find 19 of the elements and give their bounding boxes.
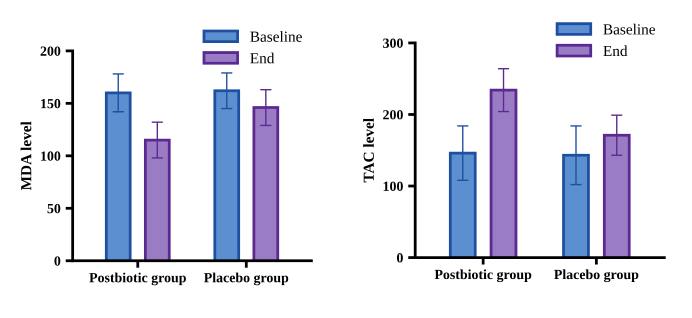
y-tick-label: 100 [41, 151, 60, 161]
x-tick-label: Postbiotic group [89, 272, 186, 286]
y-axis-title: MDA level [20, 122, 32, 190]
y-tick-label: 50 [48, 204, 60, 214]
y-tick-label: 100 [384, 182, 403, 191]
y-tick-label: 200 [383, 110, 403, 120]
y-tick-label: 0 [396, 253, 403, 263]
legend-label: End [603, 45, 628, 56]
y-tick-label: 150 [41, 98, 60, 108]
legend-label: End [250, 52, 274, 64]
y-tick-label: 200 [40, 46, 60, 56]
y-tick-label: 0 [54, 256, 60, 266]
legend-label: Baseline [603, 24, 656, 35]
x-tick-label: Placebo group [554, 269, 638, 282]
y-tick-label: 300 [383, 38, 403, 48]
legend-label: Baseline [250, 31, 302, 42]
y-axis-title: TAC level [363, 118, 374, 182]
x-tick-label: Postbiotic group [434, 269, 532, 282]
x-tick-label: Placebo group [204, 272, 288, 286]
